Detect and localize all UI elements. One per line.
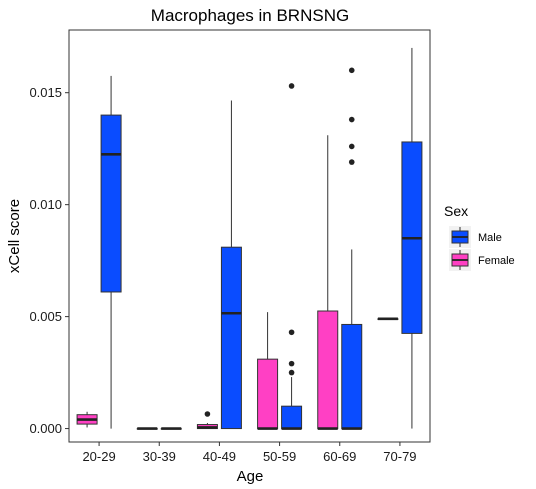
outlier-point: [348, 67, 355, 74]
y-axis: 0.000 0.005 0.010 0.015: [29, 85, 69, 436]
outlier-point: [348, 143, 355, 150]
legend-entry-male: Male: [449, 226, 502, 248]
box-50-59-male: [281, 83, 303, 430]
x-tick-label: 40-49: [203, 449, 236, 464]
box-30-39-male: [160, 427, 182, 430]
x-tick-label: 30-39: [143, 449, 176, 464]
legend-title: Sex: [444, 203, 468, 219]
box-iqr: [317, 310, 339, 430]
box-30-39-female: [136, 427, 158, 430]
box-iqr: [220, 246, 242, 430]
box-60-69-male: [341, 67, 363, 430]
box-iqr: [100, 114, 122, 293]
box-50-59-female: [257, 312, 279, 430]
x-tick-label: 20-29: [82, 449, 115, 464]
y-axis-title: xCell score: [6, 199, 23, 273]
outlier-point: [288, 360, 295, 367]
legend-label: Male: [478, 232, 502, 244]
box-20-29-male: [100, 75, 122, 429]
x-axis: 20-29 30-39 40-49 50-59 60-69 70-79: [82, 442, 417, 464]
box-70-79-female: [377, 317, 399, 321]
outlier-point: [288, 369, 295, 376]
outlier-point: [204, 411, 211, 417]
y-tick-label: 0.010: [29, 197, 62, 212]
box-40-49-female: [196, 411, 218, 430]
outlier-point: [288, 329, 295, 336]
box-40-49-male: [220, 100, 242, 430]
x-tick-label: 70-79: [383, 449, 416, 464]
outlier-point: [348, 116, 355, 123]
x-tick-label: 50-59: [263, 449, 296, 464]
box-iqr: [341, 323, 363, 430]
box-iqr: [257, 358, 279, 430]
box-iqr: [281, 405, 303, 430]
x-tick-label: 60-69: [323, 449, 356, 464]
box-20-29-female: [76, 411, 98, 428]
outlier-point: [348, 159, 355, 165]
box-60-69-female: [317, 135, 339, 430]
legend: Sex Male Female: [444, 203, 515, 271]
x-axis-title: Age: [237, 468, 264, 485]
legend-label: Female: [478, 255, 515, 267]
box-70-79-male: [401, 47, 423, 429]
y-tick-label: 0.005: [29, 309, 62, 324]
y-tick-label: 0.000: [29, 421, 62, 436]
legend-entry-female: Female: [449, 249, 515, 271]
y-tick-label: 0.015: [29, 85, 62, 100]
chart-title: Macrophages in BRNSNG: [151, 6, 349, 25]
plot-panel: [68, 29, 431, 443]
boxes-layer: [76, 47, 423, 430]
outlier-point: [288, 83, 295, 89]
